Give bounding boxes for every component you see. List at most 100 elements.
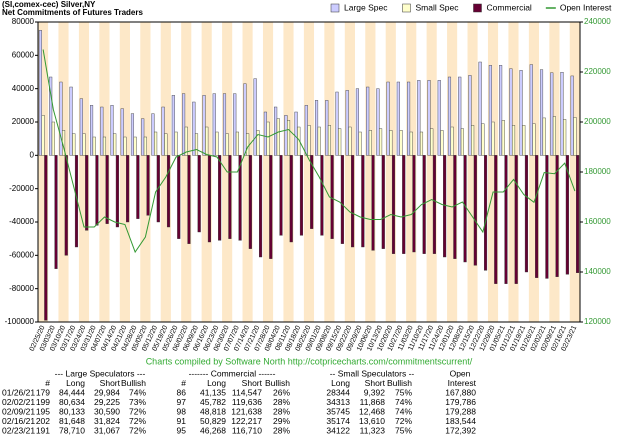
table-cell: 11,868 — [360, 397, 386, 407]
band — [68, 22, 79, 322]
table-cell: 74% — [395, 397, 412, 407]
table-cell: 86 — [177, 387, 187, 397]
bar — [238, 155, 242, 241]
bar — [79, 98, 83, 156]
table-cell: 73% — [129, 397, 146, 407]
bar — [123, 136, 127, 156]
table-cell: 179,786 — [445, 397, 476, 407]
bar — [279, 155, 283, 236]
table-header: Bullish — [265, 378, 290, 388]
bar — [381, 155, 385, 249]
table-cell: 11,323 — [360, 425, 386, 435]
band — [252, 22, 263, 322]
band — [344, 22, 356, 322]
y-tick-label: 0 — [30, 150, 35, 159]
band — [518, 22, 529, 322]
y-tick-label: 60000 — [12, 50, 35, 59]
bar — [248, 155, 252, 249]
bar — [317, 126, 321, 156]
bar — [274, 106, 278, 156]
table-group: --- Large Speculators --- — [55, 368, 146, 378]
band — [273, 22, 284, 322]
y2-tick-label: 180000 — [584, 167, 611, 176]
table-cell: 46,268 — [200, 425, 226, 435]
band — [293, 22, 304, 322]
bar — [54, 155, 58, 269]
table-cell: 41,135 — [200, 387, 226, 397]
band — [170, 22, 182, 322]
bar — [412, 155, 416, 253]
band — [569, 22, 580, 322]
table-cell: 84,444 — [59, 387, 85, 397]
table-cell: 179 — [36, 387, 50, 397]
bar — [51, 121, 55, 156]
bar — [253, 78, 257, 156]
bar — [225, 133, 229, 156]
table-cell: 35174 — [326, 416, 350, 426]
bar — [402, 155, 406, 254]
bar — [90, 105, 94, 156]
table-cell: 02/09/21 — [2, 406, 35, 416]
bar — [130, 113, 135, 156]
bar — [228, 155, 232, 239]
bar — [368, 130, 372, 156]
table-cell: 167,880 — [445, 387, 476, 397]
bar — [481, 123, 485, 156]
table-cell: 191 — [36, 425, 50, 435]
band — [201, 22, 212, 322]
bar — [259, 155, 263, 258]
bar — [126, 155, 130, 223]
y2-tick-label: 240000 — [584, 17, 611, 26]
legend-swatch — [402, 3, 411, 13]
bar — [488, 65, 492, 156]
bar — [115, 155, 119, 228]
table-cell: 114,547 — [232, 387, 262, 397]
bar — [560, 72, 564, 156]
bar — [287, 120, 291, 156]
table-cell: 26% — [273, 387, 290, 397]
table-header: Long — [331, 378, 350, 388]
table-header: Bullish — [387, 378, 412, 388]
bar — [299, 155, 304, 236]
bar — [570, 75, 574, 156]
band — [242, 22, 253, 322]
band — [314, 22, 325, 322]
bar — [314, 100, 319, 156]
band — [160, 22, 171, 322]
bar — [110, 105, 114, 156]
bar — [100, 106, 104, 156]
table-cell: 72% — [129, 406, 146, 416]
table-cell: 29,984 — [94, 387, 120, 397]
bar — [69, 86, 73, 156]
band — [181, 22, 192, 322]
bar — [218, 155, 222, 241]
bar — [266, 121, 270, 156]
table-cell: 02/23/21 — [2, 425, 35, 435]
band — [58, 22, 69, 322]
bar — [146, 155, 150, 216]
band — [303, 22, 315, 322]
bar — [177, 155, 181, 239]
bar — [422, 155, 426, 254]
table-cell: 80,133 — [59, 406, 85, 416]
bar — [391, 155, 396, 254]
bar — [407, 81, 411, 156]
table-cell: 31,824 — [94, 416, 120, 426]
bar — [366, 86, 370, 156]
table-cell: 28% — [273, 425, 290, 435]
bar — [348, 126, 352, 156]
table-cell: 72% — [395, 416, 412, 426]
table-cell: 29,225 — [94, 397, 120, 407]
bar — [136, 155, 140, 219]
band — [447, 22, 458, 322]
bar — [187, 155, 191, 244]
table-cell: 9,392 — [364, 387, 386, 397]
table-header: # — [181, 378, 186, 388]
bar — [453, 155, 457, 259]
table-cell: 75% — [395, 387, 412, 397]
bar — [358, 131, 362, 156]
band — [130, 22, 141, 322]
bar — [263, 111, 267, 156]
bar — [202, 95, 206, 156]
